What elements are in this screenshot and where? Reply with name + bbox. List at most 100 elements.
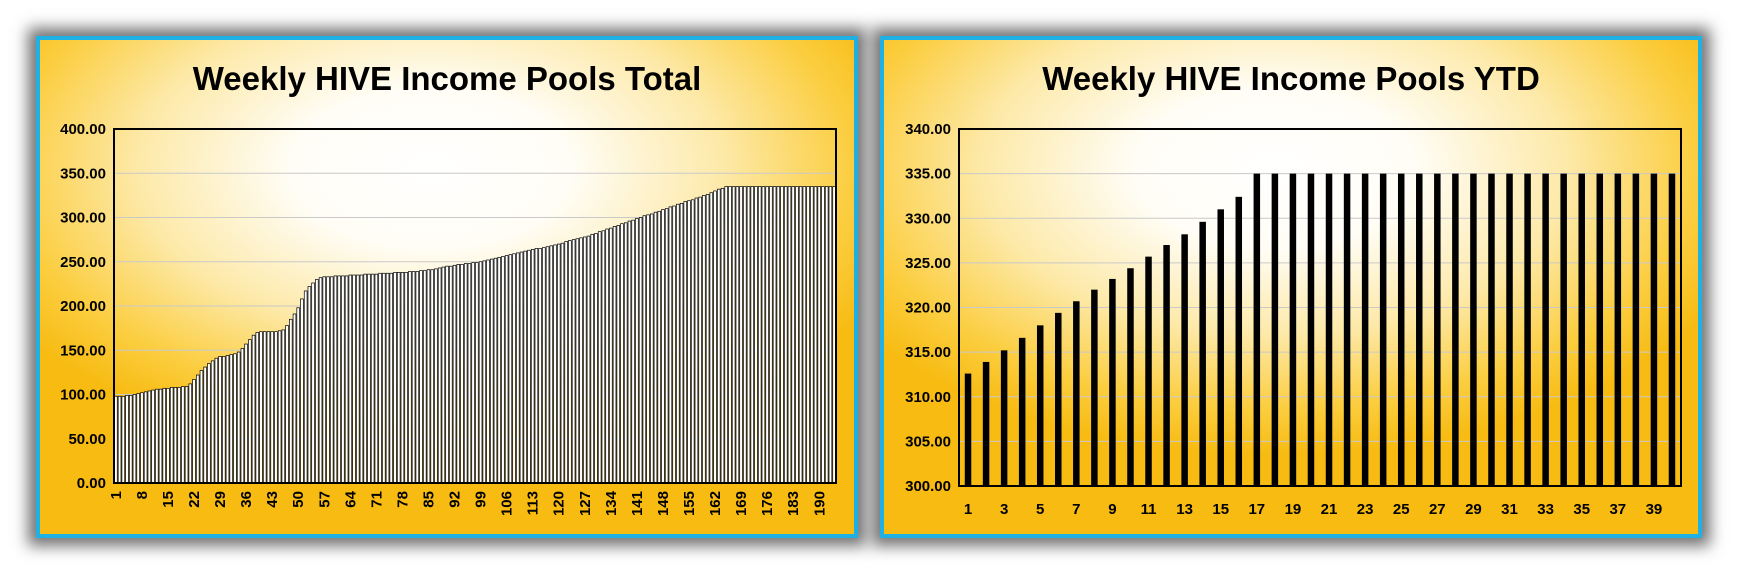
chart-title: Weekly HIVE Income Pools Total	[192, 60, 702, 97]
y-tick-label: 315.00	[905, 344, 951, 361]
bar: 9: 103	[143, 391, 148, 484]
bar: 22: 117	[192, 379, 196, 484]
y-tick-label: 200.00	[60, 298, 106, 315]
bar: 8: 102	[140, 392, 144, 484]
bar: 179: 335	[776, 186, 781, 484]
bar: 72: 237	[378, 272, 382, 484]
x-tick-label: 176	[759, 491, 776, 516]
bar: 79: 238	[404, 272, 408, 484]
bar: 83: 240	[419, 270, 423, 484]
bar: 188: 335	[810, 186, 814, 484]
bar: 173: 335	[754, 186, 758, 484]
y-tick-label: 335.00	[905, 166, 951, 183]
x-tick-label: 113	[525, 491, 542, 515]
x-tick-label: 7	[1072, 501, 1080, 518]
bar: 29: 143	[218, 356, 222, 484]
bar: 116: 266	[542, 247, 546, 484]
bar: 26: 135	[207, 363, 211, 484]
bar: 5: 318	[1036, 325, 1044, 486]
bar: 108: 259	[512, 253, 516, 484]
y-tick-label: 330.00	[905, 210, 951, 227]
x-tick-label: 1	[964, 501, 972, 518]
bar: 114: 265	[534, 248, 539, 484]
bar: 127: 278	[583, 236, 587, 484]
bar: 106: 257	[504, 255, 509, 484]
chart-title: Weekly HIVE Income Pools YTD	[1042, 60, 1540, 97]
bar: 76: 238	[393, 272, 397, 484]
y-tick-label: 300.00	[905, 478, 951, 495]
bar: 104: 255	[497, 256, 501, 484]
bar: 93: 247	[456, 264, 460, 484]
x-tick-label: 148	[655, 491, 672, 516]
bar: 111: 262	[523, 250, 527, 484]
x-tick-label: 36	[238, 491, 255, 508]
bar: 29: 335	[1470, 173, 1477, 486]
y-tick-label: 300.00	[60, 210, 106, 227]
bar: 30: 335	[1488, 173, 1495, 486]
bar: 150: 312	[668, 206, 673, 484]
x-tick-label: 106	[499, 491, 516, 516]
x-tick-label: 15	[1212, 501, 1229, 518]
bar: 105: 256	[501, 256, 505, 484]
x-tick-label: 162	[707, 491, 724, 516]
bar: 170: 335	[743, 186, 747, 484]
bar: 125: 276	[575, 238, 580, 484]
bar: 10: 324.4	[1127, 268, 1134, 486]
x-tick-label: 64	[342, 490, 359, 507]
y-tick-label: 350.00	[60, 165, 106, 182]
bar: 17: 335	[1253, 173, 1261, 486]
bar: 24: 335	[1379, 173, 1387, 486]
bar: 27: 335	[1434, 173, 1441, 486]
x-tick-label: 57	[316, 491, 333, 508]
bar: 92: 246	[452, 264, 457, 484]
bar: 2: 98	[117, 395, 122, 484]
bar: 186: 335	[802, 186, 807, 484]
bar: 103: 254	[493, 257, 498, 484]
bar: 88: 243	[437, 267, 442, 484]
bar: 37: 162	[248, 339, 252, 484]
bar: 43: 171	[270, 331, 274, 484]
x-tick-label: 21	[1321, 501, 1338, 518]
x-tick-label: 29	[1465, 501, 1482, 518]
bar: 151: 313	[672, 205, 676, 484]
x-tick-label: 19	[1285, 501, 1302, 518]
bar: 80: 239	[408, 271, 412, 484]
bar: 7: 101	[136, 393, 140, 484]
bar: 96: 248	[467, 263, 472, 484]
bar: 21: 335	[1325, 173, 1333, 486]
x-tick-label: 13	[1176, 501, 1193, 518]
bar: 4: 99	[125, 395, 129, 484]
plot-area-border	[113, 128, 837, 484]
bar: 172: 335	[750, 186, 755, 484]
bar: 156: 320	[690, 199, 695, 484]
bar: 192: 335	[824, 186, 829, 484]
bar: 101: 252	[486, 259, 490, 484]
bar: 16: 108	[169, 387, 174, 484]
bar: 98: 249	[475, 262, 479, 484]
bar: 182: 335	[787, 186, 792, 484]
bar: 121: 271	[560, 242, 565, 484]
bar: 44: 171	[274, 331, 278, 484]
bar: 157: 322	[694, 197, 699, 484]
bar: 64: 235	[348, 274, 353, 484]
y-tick-label: 340.00	[905, 121, 951, 138]
x-tick-label: 120	[551, 491, 568, 516]
x-tick-label: 78	[394, 491, 411, 508]
x-tick-label: 35	[1573, 501, 1590, 518]
bar: 130: 282	[594, 233, 598, 484]
bar: 28: 335	[1452, 173, 1459, 486]
bar: 19: 109	[181, 386, 185, 484]
bar: 140: 297	[631, 219, 635, 484]
bar: 15: 107	[166, 387, 170, 484]
bar: 189: 335	[813, 186, 818, 484]
bar: 91: 245	[449, 265, 453, 484]
bar: 50: 198	[296, 307, 300, 484]
x-tick-label: 155	[681, 491, 698, 516]
bar: 28: 141	[214, 357, 219, 484]
bar: 123: 274	[568, 240, 572, 484]
bar: 32: 335	[1524, 173, 1531, 486]
y-tick-label: 305.00	[905, 433, 951, 450]
x-tick-label: 1	[108, 491, 125, 499]
bar: 54: 226	[311, 282, 315, 484]
bar: 95: 248	[463, 263, 468, 484]
